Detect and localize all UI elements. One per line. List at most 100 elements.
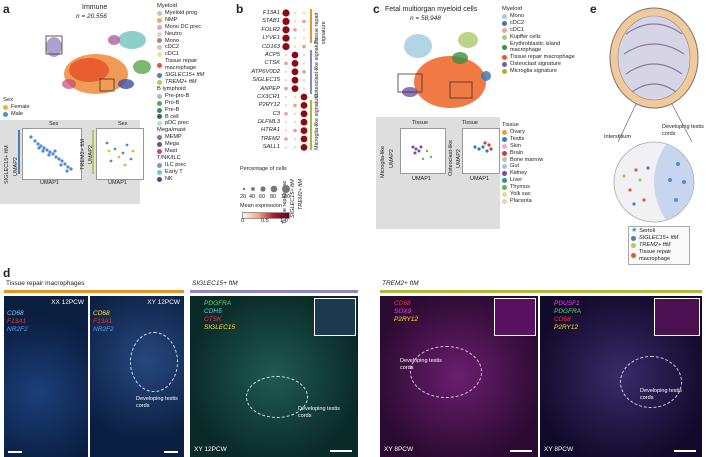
micrograph-sample: XY 8PCW <box>384 446 414 453</box>
dotplot-dot <box>302 87 306 90</box>
legend-label: Skin <box>510 142 521 149</box>
legend-dot-icon <box>502 20 507 26</box>
zoom-inset <box>654 298 700 336</box>
marker-label: CTSK <box>204 316 222 323</box>
dotplot-dot <box>300 93 308 101</box>
micrograph-5: PDUSF1 PDGFRA CD68 P2RY12 Developing tes… <box>540 296 702 457</box>
gene-label: SALL1 <box>262 144 280 151</box>
legend-dot-icon <box>157 121 162 127</box>
dotplot-column-label: TREM2+ ftM <box>298 178 304 210</box>
dotplot-dot <box>293 45 297 48</box>
inset-right-plot <box>96 128 144 180</box>
legend-dot-icon <box>157 114 162 120</box>
inset-left-xlabel: UMAP1 <box>40 180 59 186</box>
legend-label: Myeloid prog <box>165 9 198 16</box>
legend-item: Pre-pro-B <box>157 93 237 100</box>
marker-label: SIGLEC15 <box>204 324 236 331</box>
marker-label: SOX9 <box>394 308 412 315</box>
gene-label: ATP6V0D2 <box>251 68 280 75</box>
dotplot-dot <box>293 112 297 116</box>
legend-label: Thymus <box>510 184 530 191</box>
legend-label: Erythroblastic island macrophage <box>510 40 561 54</box>
sex-legend-title: Sex <box>3 97 13 103</box>
legend-label: SIGLEC15+ ftM <box>165 72 205 79</box>
section-bar <box>380 290 702 293</box>
marker-label: F13A1 <box>93 318 113 325</box>
legend-item: Gut <box>502 163 572 170</box>
legend-item: Testis <box>502 136 572 143</box>
dotplot-dot <box>284 70 288 74</box>
legend-item: Brain <box>502 150 572 157</box>
dotplot-dot <box>284 79 288 82</box>
inset-c-left-ylabel: Microglia-like <box>380 145 386 178</box>
legend-item: pDC prec <box>157 120 237 127</box>
dotplot-dot <box>284 95 288 99</box>
dotplot-dot <box>302 53 306 57</box>
female-dot-icon <box>3 104 8 110</box>
signature-bar-tissue-repair <box>310 9 312 43</box>
legend-label: Mega <box>165 141 179 148</box>
legend-item: TREM2+ ftM <box>631 242 687 249</box>
inset-c-left-plot <box>400 128 446 174</box>
scale-bar <box>8 451 22 453</box>
legend-item: Osteoclast signature <box>502 61 582 68</box>
legend-dot-icon <box>502 69 507 75</box>
dotplot-dot <box>284 86 288 91</box>
section-title: TREM2+ ftM <box>382 280 419 287</box>
legend-label: TREM2+ ftM <box>639 241 671 248</box>
sex-legend: Sex Female Male <box>3 97 30 118</box>
gene-label: FOLR2 <box>261 26 280 33</box>
gene-label: TREM2 <box>260 135 280 142</box>
dotplot-dot <box>284 104 288 107</box>
dotplot-dot <box>302 79 306 82</box>
gene-label: F13A1 <box>262 10 280 16</box>
legend-label: Mast <box>165 148 178 155</box>
panel-d-label: d <box>3 266 11 280</box>
legend-item: NMP <box>157 17 237 24</box>
expr-tick: 0.5 <box>261 218 269 224</box>
legend-dot-icon <box>502 55 507 61</box>
legend-dot-icon <box>502 164 507 170</box>
legend-item: cDC2 <box>502 20 582 27</box>
panel-c-n: n = 58,948 <box>410 15 441 22</box>
expr-colorbar <box>242 212 290 219</box>
legend-dot-icon <box>502 143 507 149</box>
inset-c-right-xlabel: UMAP1 <box>470 176 489 182</box>
legend-dot-icon <box>157 31 162 37</box>
dotplot-dot <box>302 70 306 74</box>
panel-c-myeloid-legend: Myeloid Mono cDC2 cDC1 Kupffer cells Ery… <box>502 6 582 75</box>
marker-label: NR2F2 <box>7 326 28 333</box>
section-bar <box>4 290 184 293</box>
legend-item: Neutro <box>157 31 237 38</box>
dotplot-dot <box>291 60 299 67</box>
gene-label: ACP5 <box>264 51 280 58</box>
sex-legend-label: Male <box>11 110 24 117</box>
cord-annotation: Developing testis cords <box>400 358 442 372</box>
legend-label: MEMP <box>165 134 182 141</box>
legend-label: Pre-B <box>165 106 180 113</box>
legend-label: Yolk sac <box>510 191 531 198</box>
gene-label: P2RY12 <box>258 102 280 109</box>
panel-a-label: a <box>3 2 10 16</box>
dotplot-dot <box>291 51 299 59</box>
legend-dot-icon <box>157 148 162 154</box>
gene-label: CX3CR1 <box>257 93 280 100</box>
legend-dot-icon <box>157 162 162 168</box>
legend-label: Tissue repair macrophage <box>510 54 575 61</box>
legend-dot-icon <box>157 169 162 175</box>
legend-item: ★ Sertoli <box>631 227 687 235</box>
dotplot-dot <box>293 137 297 141</box>
dotplot <box>282 9 308 151</box>
inset-right-xlabel: UMAP1 <box>108 180 127 186</box>
micrograph-sample: XY 12PCW <box>194 446 227 453</box>
inset-c-left-yaxis: UMAP2 <box>389 149 395 168</box>
dotplot-dot <box>302 44 306 49</box>
signature-bar-microglia <box>310 100 312 150</box>
legend-dot-icon <box>157 17 162 23</box>
dotplot-dot <box>284 53 288 57</box>
dotplot-dot <box>302 19 306 24</box>
micrograph-4: CD68 SOX9 P2RY12 Developing testis cords… <box>380 296 538 457</box>
dotplot-dot <box>284 137 288 141</box>
legend-item: Ovary <box>502 129 572 136</box>
dotplot-dot <box>282 34 290 42</box>
